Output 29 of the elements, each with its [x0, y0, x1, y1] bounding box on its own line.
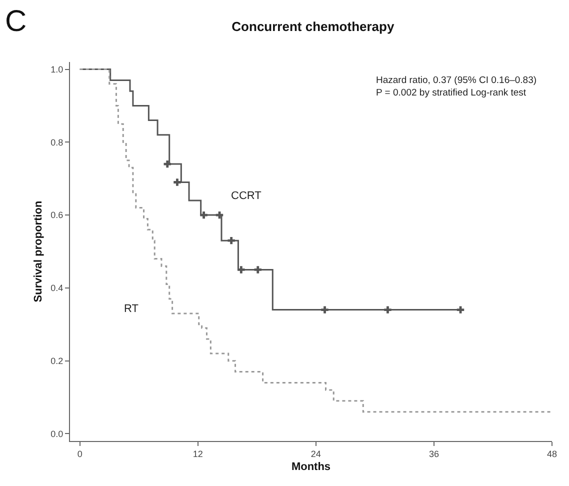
- y-tick-label: 0.4: [50, 283, 64, 294]
- series-label: CCRT: [231, 190, 262, 202]
- text: RT: [124, 303, 139, 315]
- x-tick-label: 0: [77, 448, 82, 459]
- y-tick-label: 1.0: [50, 64, 64, 74]
- x-tick-label: 36: [428, 448, 439, 459]
- y-axis-title: Survival proportion: [32, 200, 44, 302]
- y-tick-label: 0.0: [50, 428, 64, 439]
- annotation: Hazard ratio, 0.37 (95% CI 0.16–0.83): [376, 75, 537, 86]
- point: [200, 211, 208, 219]
- chart-title: Concurrent chemotherapy: [232, 18, 395, 34]
- point: [216, 211, 224, 219]
- point: [174, 178, 181, 186]
- point: [238, 266, 245, 274]
- point: [164, 160, 171, 168]
- x-tick-label: 48: [546, 448, 558, 459]
- y-tick-label: 0.2: [50, 356, 64, 366]
- point: [456, 306, 464, 314]
- y-tick-label: 0.8: [50, 137, 64, 148]
- text: C: [5, 5, 27, 38]
- y-tick-label: 0.6: [50, 210, 64, 220]
- x-axis-title: Months: [291, 461, 331, 473]
- point: [321, 306, 328, 314]
- x-tick-label: 12: [192, 448, 203, 459]
- point: [384, 306, 392, 314]
- x-tick-label: 24: [310, 448, 321, 459]
- point: [254, 266, 262, 274]
- annotation: P = 0.002 by stratified Log-rank test: [376, 87, 526, 98]
- point: [228, 236, 235, 244]
